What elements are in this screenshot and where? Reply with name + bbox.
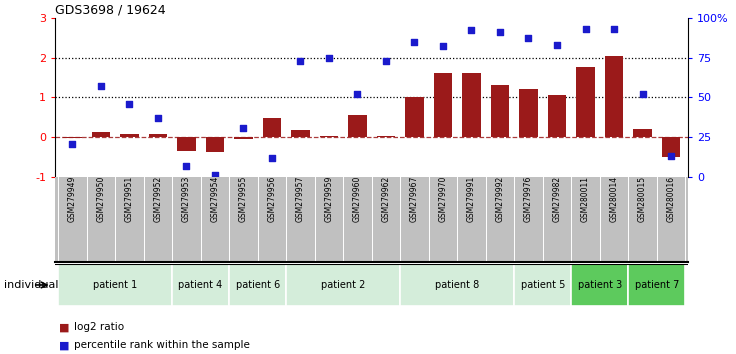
Point xyxy=(323,55,335,60)
Bar xyxy=(172,264,229,306)
Text: patient 1: patient 1 xyxy=(93,280,137,290)
Bar xyxy=(434,73,452,137)
Point xyxy=(66,141,78,147)
Bar xyxy=(291,130,310,137)
Bar xyxy=(58,264,172,306)
Bar xyxy=(514,264,571,306)
Bar xyxy=(229,264,286,306)
Bar xyxy=(629,264,685,306)
Point xyxy=(152,115,163,121)
Text: patient 5: patient 5 xyxy=(520,280,565,290)
Bar xyxy=(548,95,566,137)
Text: patient 7: patient 7 xyxy=(634,280,679,290)
Bar xyxy=(286,264,400,306)
Bar xyxy=(605,56,623,137)
Bar xyxy=(519,89,538,137)
Text: ■: ■ xyxy=(59,322,69,332)
Point xyxy=(665,154,677,159)
Bar xyxy=(571,264,629,306)
Text: patient 2: patient 2 xyxy=(321,280,365,290)
Point xyxy=(494,29,506,35)
Point xyxy=(380,58,392,64)
Point xyxy=(294,58,306,64)
Point xyxy=(352,91,364,97)
Bar xyxy=(319,136,338,137)
Bar xyxy=(662,137,680,157)
Text: patient 3: patient 3 xyxy=(578,280,622,290)
Point xyxy=(523,35,534,41)
Text: patient 4: patient 4 xyxy=(179,280,223,290)
Bar xyxy=(377,136,395,137)
Point xyxy=(466,28,478,33)
Bar xyxy=(263,119,281,137)
Point xyxy=(408,39,420,44)
Point xyxy=(637,91,648,97)
Bar xyxy=(348,115,367,137)
Text: patient 8: patient 8 xyxy=(435,280,479,290)
Bar xyxy=(120,135,138,137)
Text: patient 6: patient 6 xyxy=(236,280,280,290)
Bar xyxy=(149,134,167,137)
Text: log2 ratio: log2 ratio xyxy=(74,322,124,332)
Bar xyxy=(491,85,509,137)
Bar xyxy=(576,68,595,137)
Bar xyxy=(234,137,252,139)
Point xyxy=(580,26,592,32)
Text: percentile rank within the sample: percentile rank within the sample xyxy=(74,340,250,350)
Bar xyxy=(91,132,110,137)
Bar xyxy=(63,137,82,138)
Bar xyxy=(205,137,224,152)
Bar xyxy=(177,137,196,151)
Bar xyxy=(400,264,514,306)
Point xyxy=(95,83,107,89)
Text: ■: ■ xyxy=(59,340,69,350)
Point xyxy=(266,155,277,161)
Text: individual: individual xyxy=(4,280,58,290)
Bar xyxy=(633,129,652,137)
Bar xyxy=(406,97,424,137)
Point xyxy=(180,163,192,169)
Point xyxy=(238,125,250,130)
Point xyxy=(437,44,449,49)
Point xyxy=(608,26,620,32)
Bar xyxy=(462,73,481,137)
Text: GDS3698 / 19624: GDS3698 / 19624 xyxy=(55,4,166,17)
Point xyxy=(551,42,563,47)
Point xyxy=(124,101,135,107)
Point xyxy=(209,173,221,178)
